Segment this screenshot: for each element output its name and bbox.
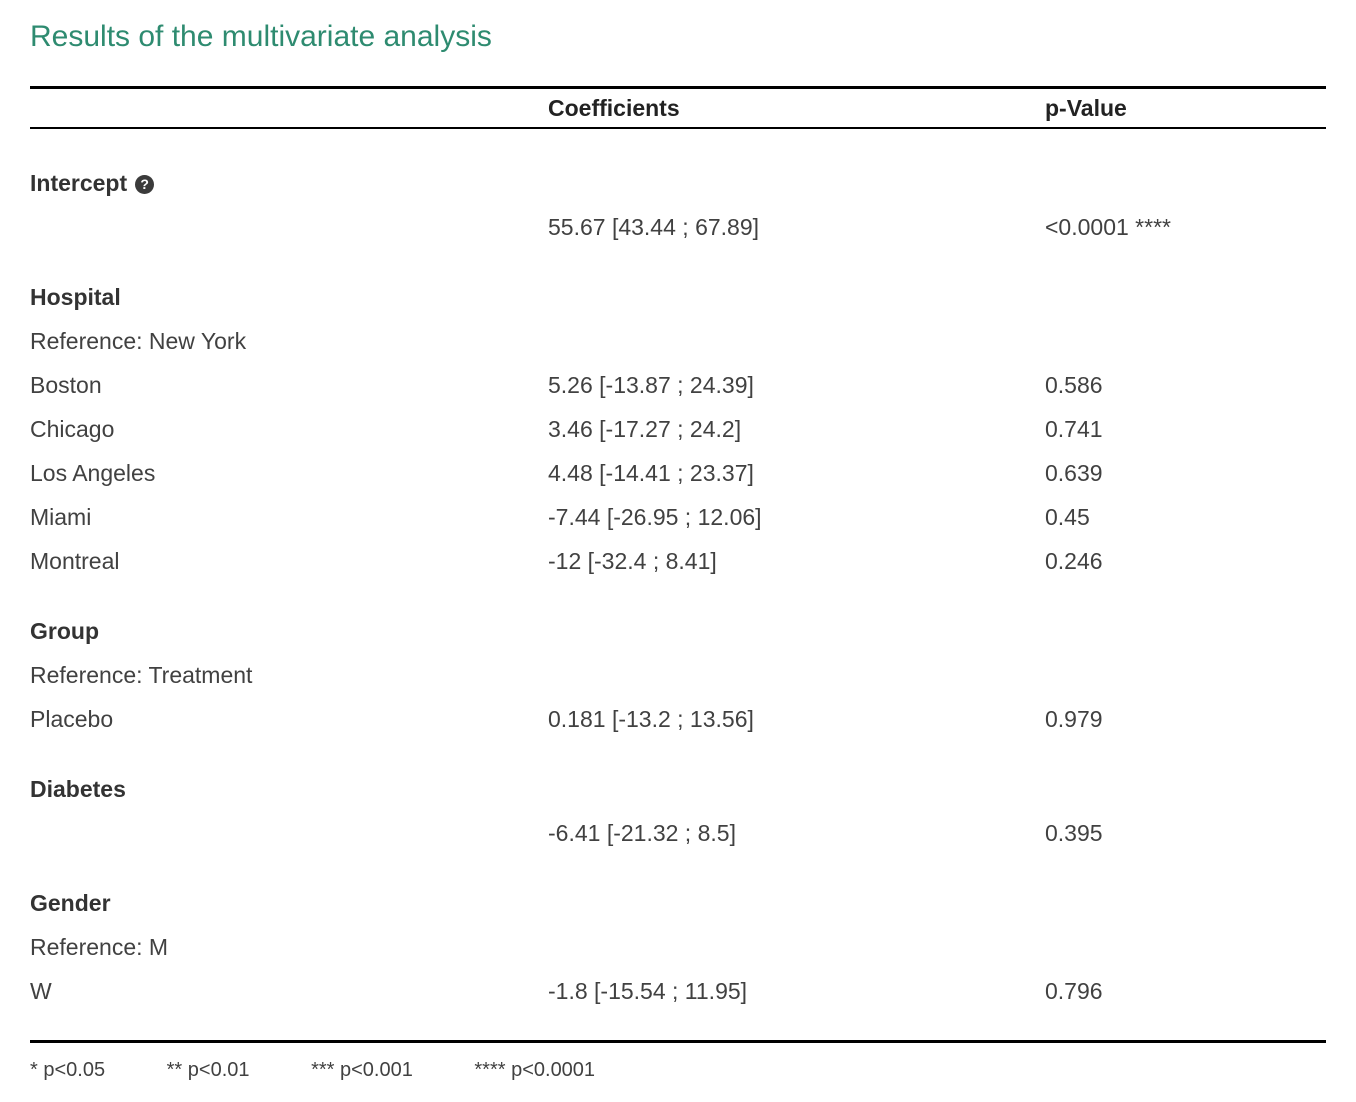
- row-label: Los Angeles: [30, 460, 156, 486]
- section-header-row: Group: [30, 609, 1326, 653]
- table-row: W -1.8 [-15.54 ; 11.95] 0.796: [30, 969, 1326, 1013]
- table-row: Los Angeles 4.48 [-14.41 ; 23.37] 0.639: [30, 451, 1326, 495]
- section-title: Group: [30, 618, 99, 644]
- p-value: 0.246: [1045, 548, 1103, 574]
- section-title: Diabetes: [30, 776, 126, 802]
- coefficient-value: 5.26 [-13.87 ; 24.39]: [548, 372, 754, 398]
- row-label: Miami: [30, 504, 92, 530]
- reference-label: Reference: M: [30, 934, 169, 960]
- coefficient-value: 4.48 [-14.41 ; 23.37]: [548, 460, 754, 486]
- column-header-pvalue: p-Value: [1045, 95, 1127, 121]
- legend-item: *** p<0.001: [311, 1059, 413, 1081]
- reference-label: Reference: Treatment: [30, 662, 253, 688]
- column-header-empty: [30, 89, 548, 127]
- table-row: Miami -7.44 [-26.95 ; 12.06] 0.45: [30, 495, 1326, 539]
- p-value: 0.741: [1045, 416, 1103, 442]
- p-value: 0.586: [1045, 372, 1103, 398]
- coefficient-value: -6.41 [-21.32 ; 8.5]: [548, 820, 736, 846]
- row-label: Boston: [30, 372, 102, 398]
- section-intercept: Intercept? 55.67 [43.44 ; 67.89] <0.0001…: [30, 161, 1326, 249]
- p-value: 0.395: [1045, 820, 1103, 846]
- table-row: -6.41 [-21.32 ; 8.5] 0.395: [30, 811, 1326, 855]
- table-row: Montreal -12 [-32.4 ; 8.41] 0.246: [30, 539, 1326, 583]
- reference-row: Reference: M: [30, 925, 1326, 969]
- table-row: 55.67 [43.44 ; 67.89] <0.0001 ****: [30, 205, 1326, 249]
- header-divider-rule: [30, 127, 1326, 129]
- legend-item: * p<0.05: [30, 1059, 106, 1081]
- legend-item: ** p<0.01: [166, 1059, 250, 1081]
- coefficient-value: -12 [-32.4 ; 8.41]: [548, 548, 717, 574]
- p-value: 0.979: [1045, 706, 1103, 732]
- section-gender: Gender Reference: M W -1.8 [-15.54 ; 11.…: [30, 881, 1326, 1013]
- results-table: Coefficients p-Value Intercept? 55.67 [4…: [30, 86, 1326, 1086]
- row-label: [30, 205, 548, 249]
- column-header-coefficients: Coefficients: [548, 95, 680, 121]
- coefficient-value: 3.46 [-17.27 ; 24.2]: [548, 416, 742, 442]
- page-title: Results of the multivariate analysis: [30, 20, 492, 53]
- p-value: <0.0001 ****: [1045, 214, 1171, 240]
- coefficient-value: -1.8 [-15.54 ; 11.95]: [548, 978, 748, 1004]
- coefficient-value: 0.181 [-13.2 ; 13.56]: [548, 706, 754, 732]
- table-bottom-rule: [30, 1040, 1326, 1043]
- section-title: Intercept: [30, 170, 128, 196]
- p-value: 0.45: [1045, 504, 1090, 530]
- section-header-row: Intercept?: [30, 161, 1326, 205]
- reference-row: Reference: New York: [30, 319, 1326, 363]
- table-header-row: Coefficients p-Value: [30, 89, 1326, 127]
- row-label: Montreal: [30, 548, 120, 574]
- table-row: Placebo 0.181 [-13.2 ; 13.56] 0.979: [30, 697, 1326, 741]
- section-group: Group Reference: Treatment Placebo 0.181…: [30, 609, 1326, 741]
- section-title: Hospital: [30, 284, 121, 310]
- table-top-rule: [30, 86, 1326, 89]
- table-row: Chicago 3.46 [-17.27 ; 24.2] 0.741: [30, 407, 1326, 451]
- reference-row: Reference: Treatment: [30, 653, 1326, 697]
- row-label: Chicago: [30, 416, 115, 442]
- coefficient-value: -7.44 [-26.95 ; 12.06]: [548, 504, 762, 530]
- p-value: 0.796: [1045, 978, 1103, 1004]
- section-title: Gender: [30, 890, 111, 916]
- section-hospital: Hospital Reference: New York Boston 5.26…: [30, 275, 1326, 583]
- legend-item: **** p<0.0001: [474, 1059, 596, 1081]
- section-header-row: Diabetes: [30, 767, 1326, 811]
- section-header-row: Hospital: [30, 275, 1326, 319]
- section-diabetes: Diabetes -6.41 [-21.32 ; 8.5] 0.395: [30, 767, 1326, 855]
- p-value: 0.639: [1045, 460, 1103, 486]
- section-header-row: Gender: [30, 881, 1326, 925]
- row-label: [30, 811, 548, 855]
- help-icon[interactable]: ?: [135, 175, 155, 194]
- row-label: W: [30, 978, 52, 1004]
- reference-label: Reference: New York: [30, 328, 247, 354]
- significance-legend: * p<0.05 ** p<0.01 *** p<0.001 **** p<0.…: [30, 1054, 1326, 1086]
- table-row: Boston 5.26 [-13.87 ; 24.39] 0.586: [30, 363, 1326, 407]
- coefficient-value: 55.67 [43.44 ; 67.89]: [548, 214, 760, 240]
- row-label: Placebo: [30, 706, 114, 732]
